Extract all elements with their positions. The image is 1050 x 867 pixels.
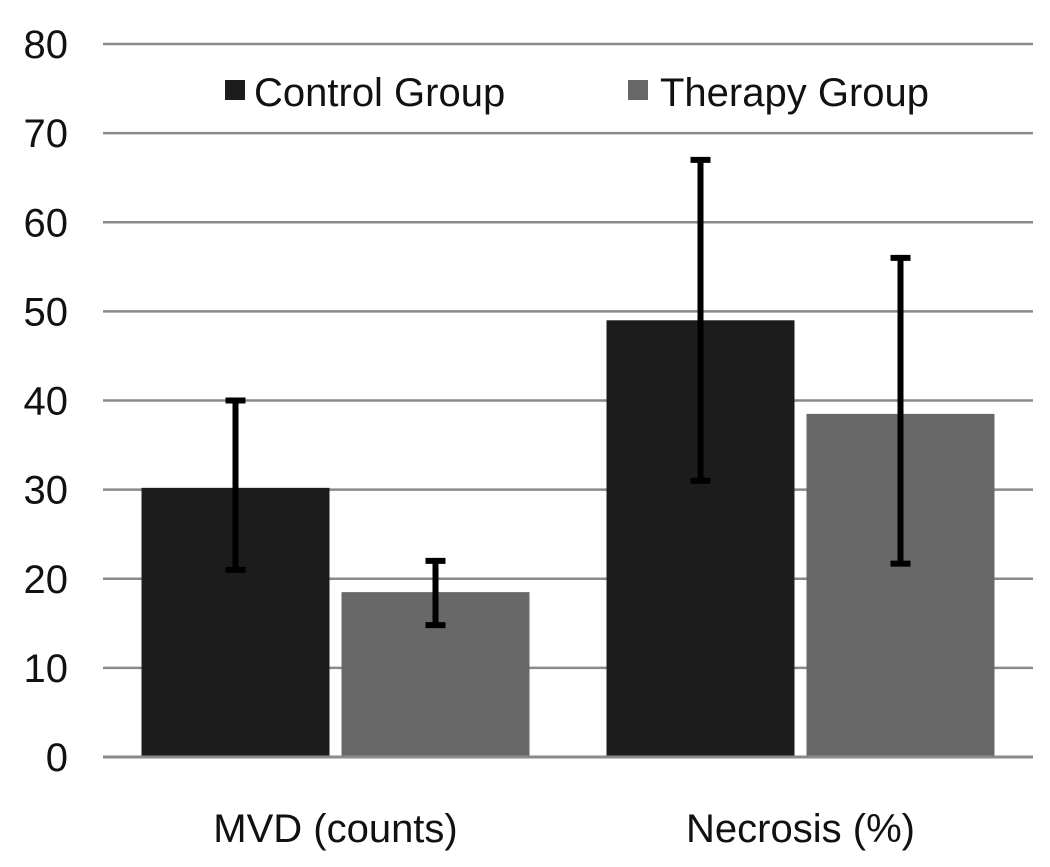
y-tick-label-80: 80 <box>24 23 69 67</box>
axes: 0 10 20 30 40 50 60 70 80 MVD (counts) Necrosis (%… <box>24 23 1033 851</box>
y-tick-label-10: 10 <box>24 647 69 691</box>
y-tick-label-50: 50 <box>24 290 69 334</box>
error-bar-control-group-necrosis <box>690 156 711 484</box>
error-bar-therapy-group-mvd-counts <box>425 557 446 629</box>
legend-swatch-control-group <box>225 80 245 100</box>
legend: Control Group Therapy Group <box>225 71 929 115</box>
x-tick-label-mvd-counts: MVD (counts) <box>213 807 458 851</box>
legend-label-therapy-group: Therapy Group <box>660 71 929 115</box>
y-tick-label-20: 20 <box>24 558 69 602</box>
y-tick-label-60: 60 <box>24 201 69 245</box>
y-tick-label-0: 0 <box>46 736 68 780</box>
error-bar-control-group-mvd-counts <box>225 397 246 573</box>
legend-swatch-therapy-group <box>628 80 648 100</box>
y-tick-label-30: 30 <box>24 469 69 513</box>
x-tick-label-necrosis: Necrosis (%) <box>686 807 915 851</box>
bars <box>141 320 995 757</box>
legend-label-control-group: Control Group <box>254 71 505 115</box>
error-bar-therapy-group-necrosis <box>890 254 911 567</box>
y-tick-label-70: 70 <box>24 112 69 156</box>
y-tick-label-40: 40 <box>24 380 69 424</box>
error-bars <box>225 156 911 629</box>
